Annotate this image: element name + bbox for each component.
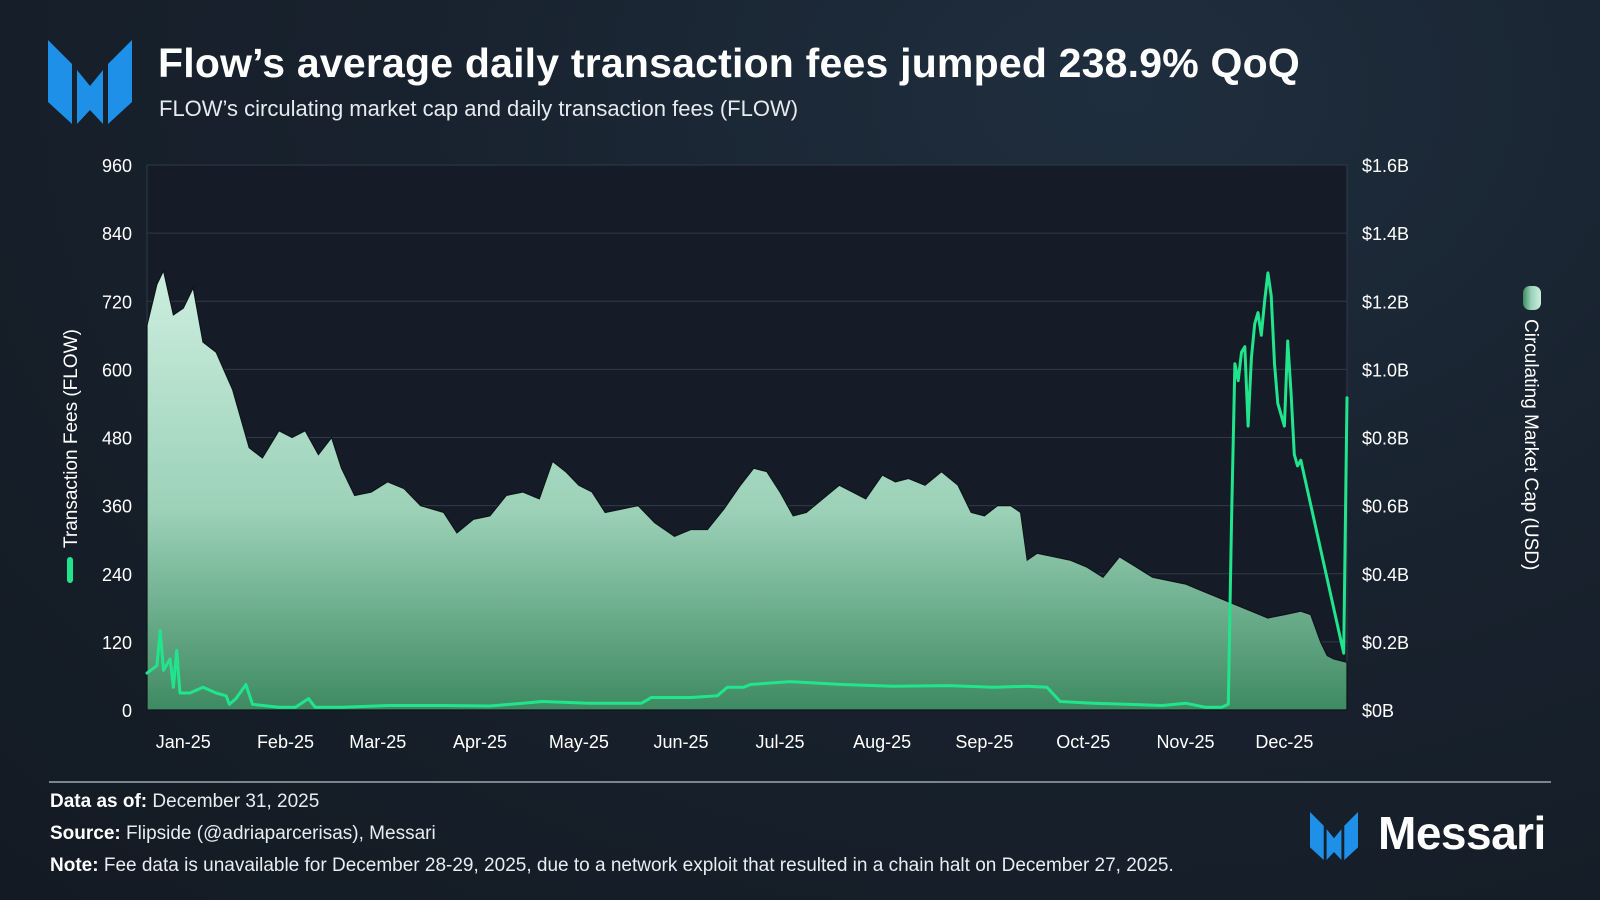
left-tick-label: 120 (102, 633, 132, 653)
right-axis-label: Circulating Market Cap (USD) (1520, 319, 1541, 570)
left-tick-label: 0 (122, 701, 132, 721)
market-cap-area (146, 268, 1348, 711)
note-value: Fee data is unavailable for December 28-… (103, 855, 1174, 876)
data-as-of-label: Data as of: (50, 791, 148, 812)
source-label: Source: (50, 823, 121, 844)
x-tick-label: Oct-25 (1056, 732, 1110, 752)
x-tick-label: Sep-25 (955, 732, 1013, 752)
chart-title: Flow’s average daily transaction fees ju… (158, 40, 1300, 86)
left-tick-label: 480 (102, 429, 132, 449)
left-tick-label: 600 (102, 360, 132, 380)
note-label: Note: (50, 855, 99, 876)
right-axis-title: Circulating Market Cap (USD) (1520, 286, 1541, 570)
left-axis-label: Transaction Fees (FLOW) (61, 329, 82, 548)
left-axis-ticks: 0 120 240 360 480 600 720 840 960 (102, 156, 132, 721)
x-tick-label: Jun-25 (654, 732, 709, 752)
messari-wordmark: Messari (1378, 807, 1546, 859)
left-tick-label: 240 (102, 565, 132, 585)
right-tick-label: $1.2B (1362, 292, 1409, 312)
source-value: Flipside (@adriaparcerisas), Messari (126, 823, 436, 844)
right-tick-label: $1.6B (1362, 156, 1409, 176)
right-tick-label: $0.4B (1362, 565, 1409, 585)
x-tick-label: Dec-25 (1255, 732, 1313, 752)
x-tick-label: Aug-25 (853, 732, 911, 752)
source-line: Source: Flipside (@adriaparcerisas), Mes… (50, 823, 436, 845)
x-tick-label: Feb-25 (257, 732, 314, 752)
right-tick-label: $0B (1362, 701, 1394, 721)
note-line: Note: Fee data is unavailable for Decemb… (50, 855, 1174, 877)
messari-logo-icon (48, 40, 132, 124)
right-tick-label: $0.2B (1362, 633, 1409, 653)
left-axis-title: Transaction Fees (FLOW) (61, 329, 82, 583)
x-tick-label: Jan-25 (156, 732, 211, 752)
x-tick-label: Jul-25 (755, 732, 804, 752)
right-tick-label: $0.6B (1362, 497, 1409, 517)
left-tick-label: 960 (102, 156, 132, 176)
right-tick-label: $0.8B (1362, 429, 1409, 449)
right-tick-label: $1.4B (1362, 224, 1409, 244)
data-as-of: Data as of: December 31, 2025 (50, 791, 319, 813)
messari-brand: Messari (1310, 807, 1560, 868)
market-cap-legend-swatch (1523, 286, 1541, 310)
x-axis-ticks: Jan-25 Feb-25 Mar-25 Apr-25 May-25 Jun-25 Jul-… (156, 732, 1314, 752)
x-tick-label: Nov-25 (1156, 732, 1214, 752)
x-tick-label: May-25 (549, 732, 609, 752)
x-tick-label: Mar-25 (349, 732, 406, 752)
data-as-of-value: December 31, 2025 (152, 791, 320, 812)
right-tick-label: $1.0B (1362, 360, 1409, 380)
x-tick-label: Apr-25 (453, 732, 507, 752)
left-tick-label: 840 (102, 224, 132, 244)
left-tick-label: 360 (102, 497, 132, 517)
messari-mark-icon (1310, 812, 1358, 860)
chart-subtitle: FLOW’s circulating market cap and daily … (159, 96, 799, 121)
right-axis-ticks: $0B $0.2B $0.4B $0.6B $0.8B $1.0B $1.2B $1.4B $1… (1362, 156, 1409, 721)
footer-divider (49, 781, 1551, 783)
transaction-fees-line (145, 271, 1349, 709)
left-tick-label: 720 (102, 292, 132, 312)
fees-legend-swatch (67, 557, 73, 583)
